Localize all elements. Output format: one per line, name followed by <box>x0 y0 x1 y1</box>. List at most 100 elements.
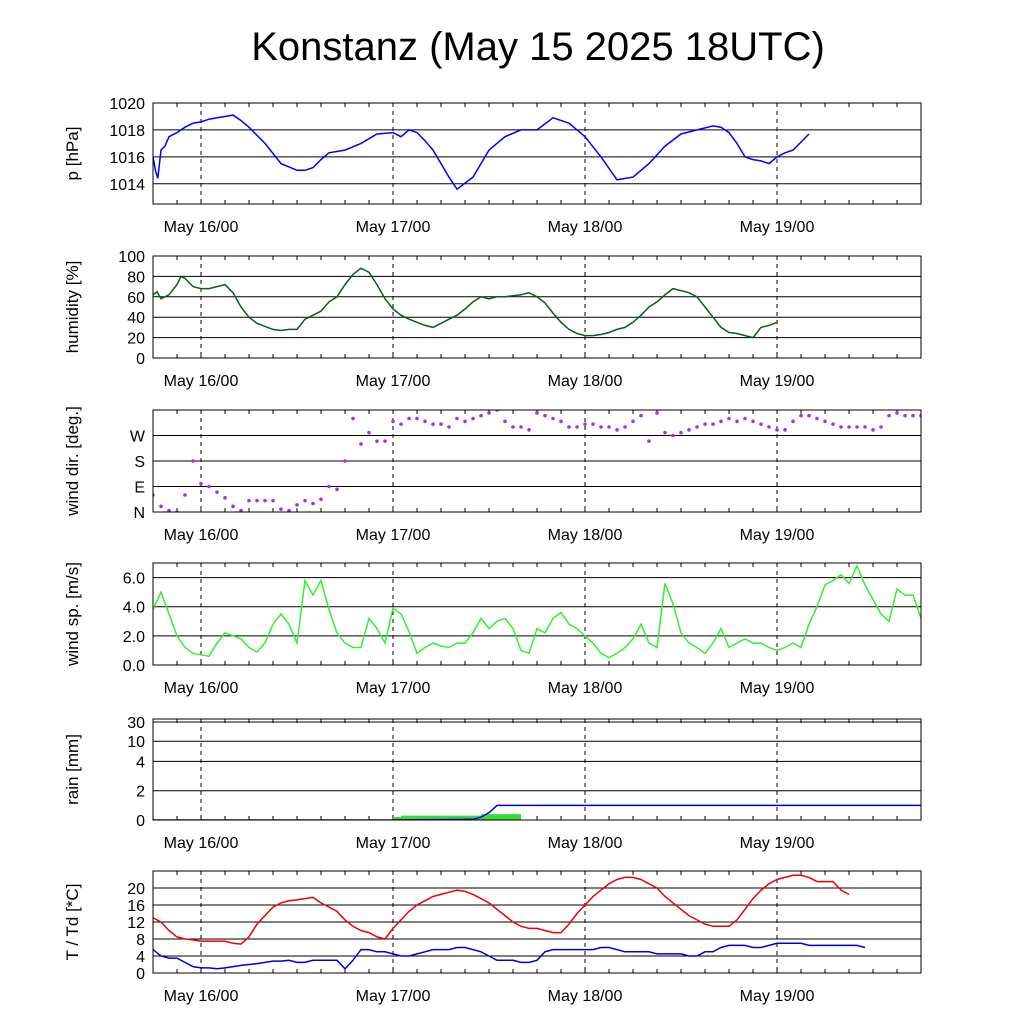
x-tick-label: May 19/00 <box>740 373 815 390</box>
wind-dir-point <box>351 416 355 421</box>
y-tick-label: 100 <box>118 249 145 266</box>
y-tick-label: 16 <box>127 898 145 915</box>
series-line-0 <box>153 874 850 945</box>
y-axis-label: wind sp. [m/s] <box>63 562 82 667</box>
y-tick-label: 40 <box>127 310 145 327</box>
wind-dir-point <box>199 481 203 486</box>
wind-dir-point <box>239 508 243 512</box>
wind-dir-point <box>599 425 603 429</box>
wind-dir-point <box>663 430 667 435</box>
wind-dir-point <box>559 419 563 424</box>
x-tick-label: May 16/00 <box>164 373 239 390</box>
rain-bar <box>465 815 473 820</box>
x-tick-label: May 18/00 <box>548 988 623 1005</box>
rain-bar <box>417 815 425 820</box>
y-tick-label: E <box>134 480 145 497</box>
panel-humidity: 0 20 40 60 80 100 May 16/00 May 17/00 May 18/00 M… <box>63 249 922 390</box>
y-tick-label: W <box>130 429 146 446</box>
x-tick-label: May 16/00 <box>164 988 239 1005</box>
panel-frame <box>152 562 922 666</box>
wind-dir-point <box>615 428 619 432</box>
x-tick-label: May 17/00 <box>356 373 431 390</box>
wind-dir-point <box>415 416 419 421</box>
wind-dir-point <box>831 422 835 426</box>
x-tick-label: May 19/00 <box>740 680 815 697</box>
wind-dir-point <box>759 422 763 426</box>
wind-dir-point <box>511 425 515 429</box>
wind-dir-point <box>783 428 787 432</box>
rain-bar <box>433 815 441 820</box>
wind-dir-point <box>799 413 803 418</box>
wind-dir-point <box>623 425 627 429</box>
rain-bar <box>441 815 449 820</box>
wind-dir-point <box>855 425 859 429</box>
y-tick-label: N <box>133 505 145 522</box>
panel-frame <box>152 409 922 513</box>
x-tick-label: May 18/00 <box>548 527 623 544</box>
wind-dir-point <box>271 498 275 503</box>
x-tick-label: May 18/00 <box>548 835 623 852</box>
wind-dir-point <box>519 425 523 429</box>
wind-dir-point <box>671 433 675 438</box>
wind-dir-point <box>279 507 283 511</box>
wind-dir-point <box>839 425 843 429</box>
wind-dir-point <box>247 498 251 503</box>
rain-bar <box>497 814 505 820</box>
wind-dir-point <box>727 416 731 421</box>
wind-dir-point <box>551 416 555 421</box>
rain-bar <box>425 815 433 820</box>
wind-dir-point <box>295 503 299 507</box>
wind-dir-point <box>207 484 211 489</box>
wind-dir-point <box>183 493 187 497</box>
x-tick-label: May 19/00 <box>740 835 815 852</box>
wind-dir-point <box>719 419 723 424</box>
x-tick-label: May 16/00 <box>164 527 239 544</box>
rain-bar <box>505 814 513 820</box>
y-tick-label: 12 <box>127 915 145 932</box>
y-tick-label: 0 <box>136 813 145 830</box>
wind-dir-point <box>223 496 227 500</box>
y-tick-label: 4.0 <box>123 600 145 617</box>
y-axis-label: humidity [%] <box>63 261 82 354</box>
y-tick-label: 0.0 <box>123 658 145 675</box>
rain-bar <box>481 814 489 820</box>
wind-dir-point <box>447 425 451 429</box>
panel-pressure: 1014 1016 1018 1020 May 16/00 May 17/00 May 18… <box>63 96 922 236</box>
y-tick-label: 60 <box>127 290 145 307</box>
wind-dir-point <box>607 425 611 429</box>
x-tick-label: May 17/00 <box>356 988 431 1005</box>
wind-dir-point <box>887 413 891 418</box>
wind-dir-point <box>583 422 587 426</box>
wind-dir-point <box>287 508 291 512</box>
x-tick-label: May 19/00 <box>740 988 815 1005</box>
y-tick-label: 1016 <box>109 150 145 167</box>
y-tick-label: 4 <box>136 754 145 771</box>
y-tick-label: 4 <box>136 949 145 966</box>
wind-dir-point <box>343 459 347 463</box>
y-tick-label: 20 <box>127 331 145 348</box>
wind-dir-point <box>167 508 171 512</box>
x-tick-label: May 18/00 <box>548 219 623 236</box>
rain-bar <box>401 815 409 820</box>
wind-dir-point <box>367 430 371 435</box>
y-axis-label: p [hPa] <box>63 127 82 181</box>
series-line-0 <box>153 267 778 339</box>
wind-dir-point <box>871 428 875 432</box>
wind-dir-point <box>879 425 883 429</box>
wind-dir-point <box>535 411 539 415</box>
wind-dir-point <box>863 425 867 429</box>
wind-dir-point <box>527 428 531 432</box>
wind-dir-point <box>463 419 467 424</box>
wind-dir-point <box>703 422 707 426</box>
x-tick-label: May 19/00 <box>740 219 815 236</box>
y-tick-label: 80 <box>127 269 145 286</box>
y-tick-label: 30 <box>127 715 145 732</box>
wind-dir-point <box>215 490 219 494</box>
panel-rain: 0 2 4 10 30 May 16/00 May 17/00 May 18/00 May 19… <box>63 715 922 852</box>
x-tick-label: May 16/00 <box>164 835 239 852</box>
wind-dir-point <box>903 413 907 418</box>
rain-bar <box>513 814 521 820</box>
y-axis-label: T / Td [*C] <box>63 884 82 961</box>
